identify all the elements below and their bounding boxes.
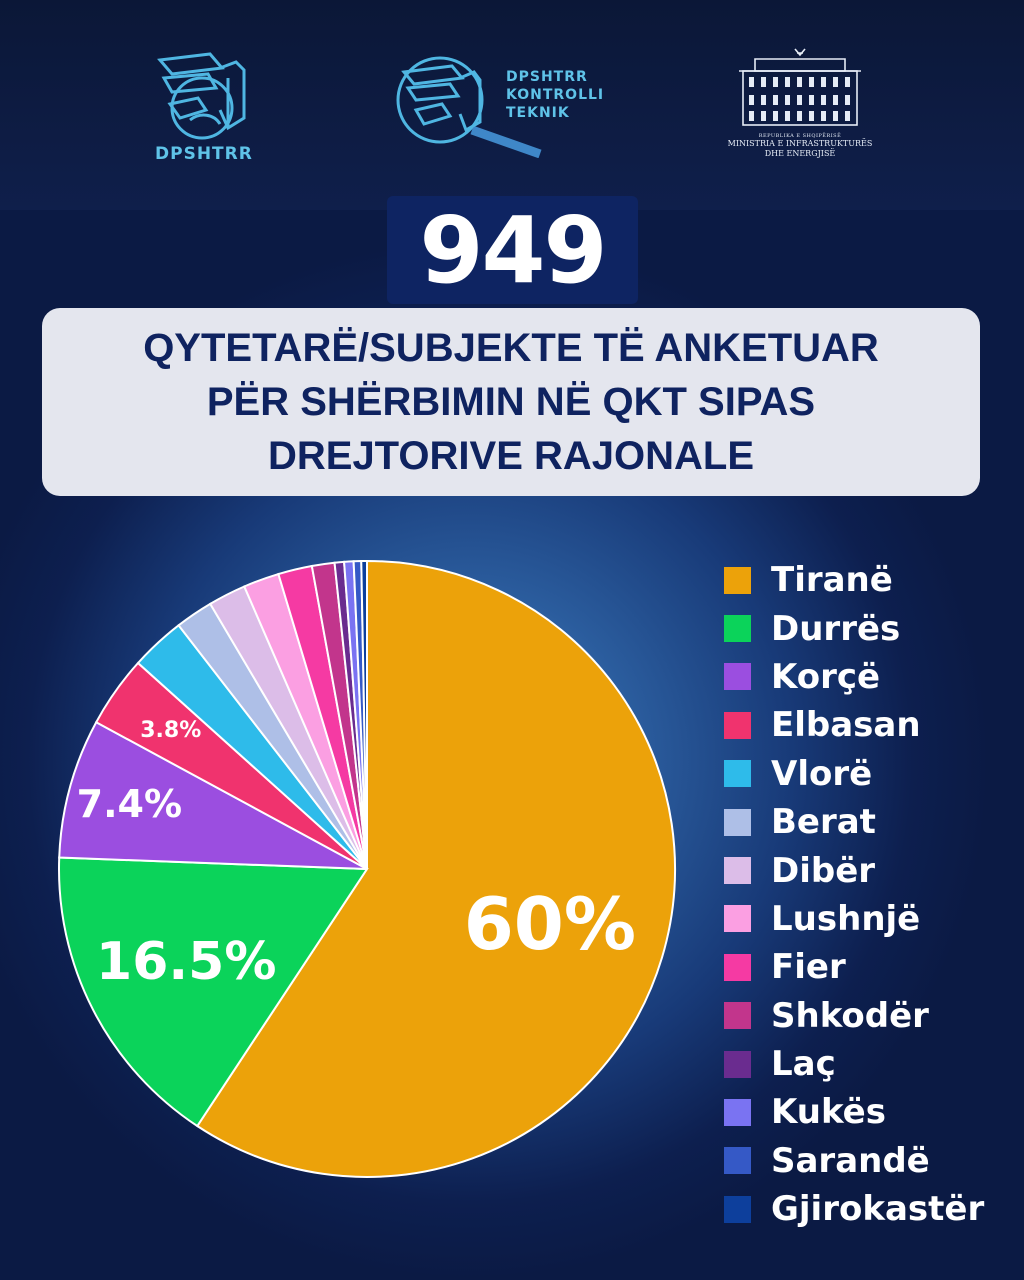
legend-swatch xyxy=(724,953,751,981)
legend-swatch xyxy=(724,615,751,643)
legend-swatch xyxy=(724,1195,751,1223)
ministria-republic-text: REPUBLIKA E SHQIPËRISË xyxy=(758,133,842,139)
legend-label: Lushnjë xyxy=(771,898,921,939)
legend-label: Kukës xyxy=(771,1092,886,1133)
legend-swatch xyxy=(724,905,751,933)
legend-item-dibër: Dibër xyxy=(724,846,984,894)
kontrolli-line-1: DPSHTRR xyxy=(506,69,588,85)
legend-item-elbasan: Elbasan xyxy=(724,701,984,749)
legend-label: Korçë xyxy=(771,656,881,697)
dpshtrr-logo-text: DPSHTRR xyxy=(155,144,253,164)
legend-swatch xyxy=(724,1147,751,1175)
pie-label-korçë: 7.4% xyxy=(77,782,182,826)
legend-swatch xyxy=(724,1098,751,1126)
pie-slice-durrës xyxy=(58,856,369,1128)
legend-label: Durrës xyxy=(771,608,901,649)
legend-label: Laç xyxy=(771,1044,836,1085)
legend-label: Tiranë xyxy=(771,560,893,601)
dpshtrr-logo: DPSHTRR xyxy=(150,48,270,168)
legend-label: Fier xyxy=(771,947,846,988)
legend-item-shkodër: Shkodër xyxy=(724,992,984,1040)
legend-item-tiranë: Tiranë xyxy=(724,556,984,604)
title-line-2: PËR SHËRBIMIN NË QKT SIPAS xyxy=(206,380,816,424)
pie-label-tiranë: 60% xyxy=(464,882,636,966)
legend-swatch xyxy=(724,1002,751,1030)
chart-title: QYTETARË/SUBJEKTE TË ANKETUAR PËR SHËRBI… xyxy=(42,308,980,496)
kontrolli-logo-text: DPSHTRR KONTROLLI TEKNIK xyxy=(506,68,604,122)
legend-item-sarandë: Sarandë xyxy=(724,1137,984,1185)
pie-slice-tiranë xyxy=(195,559,676,1178)
ministria-line-2: DHE ENERGJISË xyxy=(764,149,836,158)
legend-swatch xyxy=(724,808,751,836)
legend-item-laç: Laç xyxy=(724,1040,984,1088)
legend-item-berat: Berat xyxy=(724,798,984,846)
building-emblem-icon xyxy=(739,48,861,126)
legend-item-kukës: Kukës xyxy=(724,1088,984,1136)
pie-slice-korçë xyxy=(58,720,368,870)
legend-item-fier: Fier xyxy=(724,943,984,991)
legend-item-lushnjë: Lushnjë xyxy=(724,895,984,943)
legend-label: Elbasan xyxy=(771,705,921,746)
ministria-logo: REPUBLIKA E SHQIPËRISË MINISTRIA E INFRA… xyxy=(720,45,880,165)
legend-label: Dibër xyxy=(771,850,876,891)
legend-item-gjirokastër: Gjirokastër xyxy=(724,1185,984,1233)
legend-swatch xyxy=(724,857,751,885)
legend-swatch xyxy=(724,1050,751,1078)
chart-legend: Tiranë Durrës Korçë Elbasan Vlorë Berat Dibër L… xyxy=(724,556,984,1233)
ministria-line-1: MINISTRIA E INFRASTRUKTURËS xyxy=(727,139,873,148)
pie-label-durrës: 16.5% xyxy=(96,932,276,992)
total-count: 949 xyxy=(387,196,638,304)
dpshtrr-emblem-icon xyxy=(157,52,246,140)
legend-item-vlorë: Vlorë xyxy=(724,750,984,798)
title-line-3: DREJTORIVE RAJONALE xyxy=(267,434,754,478)
pie-slice-gjirokastër xyxy=(360,559,368,870)
legend-label: Vlorë xyxy=(771,753,873,794)
legend-swatch xyxy=(724,566,751,594)
legend-swatch xyxy=(724,711,751,739)
kontrolli-teknik-logo: DPSHTRR KONTROLLI TEKNIK xyxy=(390,48,620,168)
kontrolli-line-2: KONTROLLI xyxy=(506,87,605,103)
legend-label: Berat xyxy=(771,802,876,843)
legend-label: Gjirokastër xyxy=(771,1189,985,1230)
legend-label: Shkodër xyxy=(771,995,929,1036)
legend-label: Sarandë xyxy=(771,1140,930,1181)
kontrolli-line-3: TEKNIK xyxy=(506,105,570,121)
title-line-1: QYTETARË/SUBJEKTE TË ANKETUAR xyxy=(143,326,879,370)
legend-swatch xyxy=(724,760,751,788)
legend-swatch xyxy=(724,663,751,691)
legend-item-durrës: Durrës xyxy=(724,604,984,652)
legend-item-korçë: Korçë xyxy=(724,653,984,701)
magnifier-emblem-icon xyxy=(396,56,542,159)
pie-label-elbasan: 3.8% xyxy=(140,718,201,743)
